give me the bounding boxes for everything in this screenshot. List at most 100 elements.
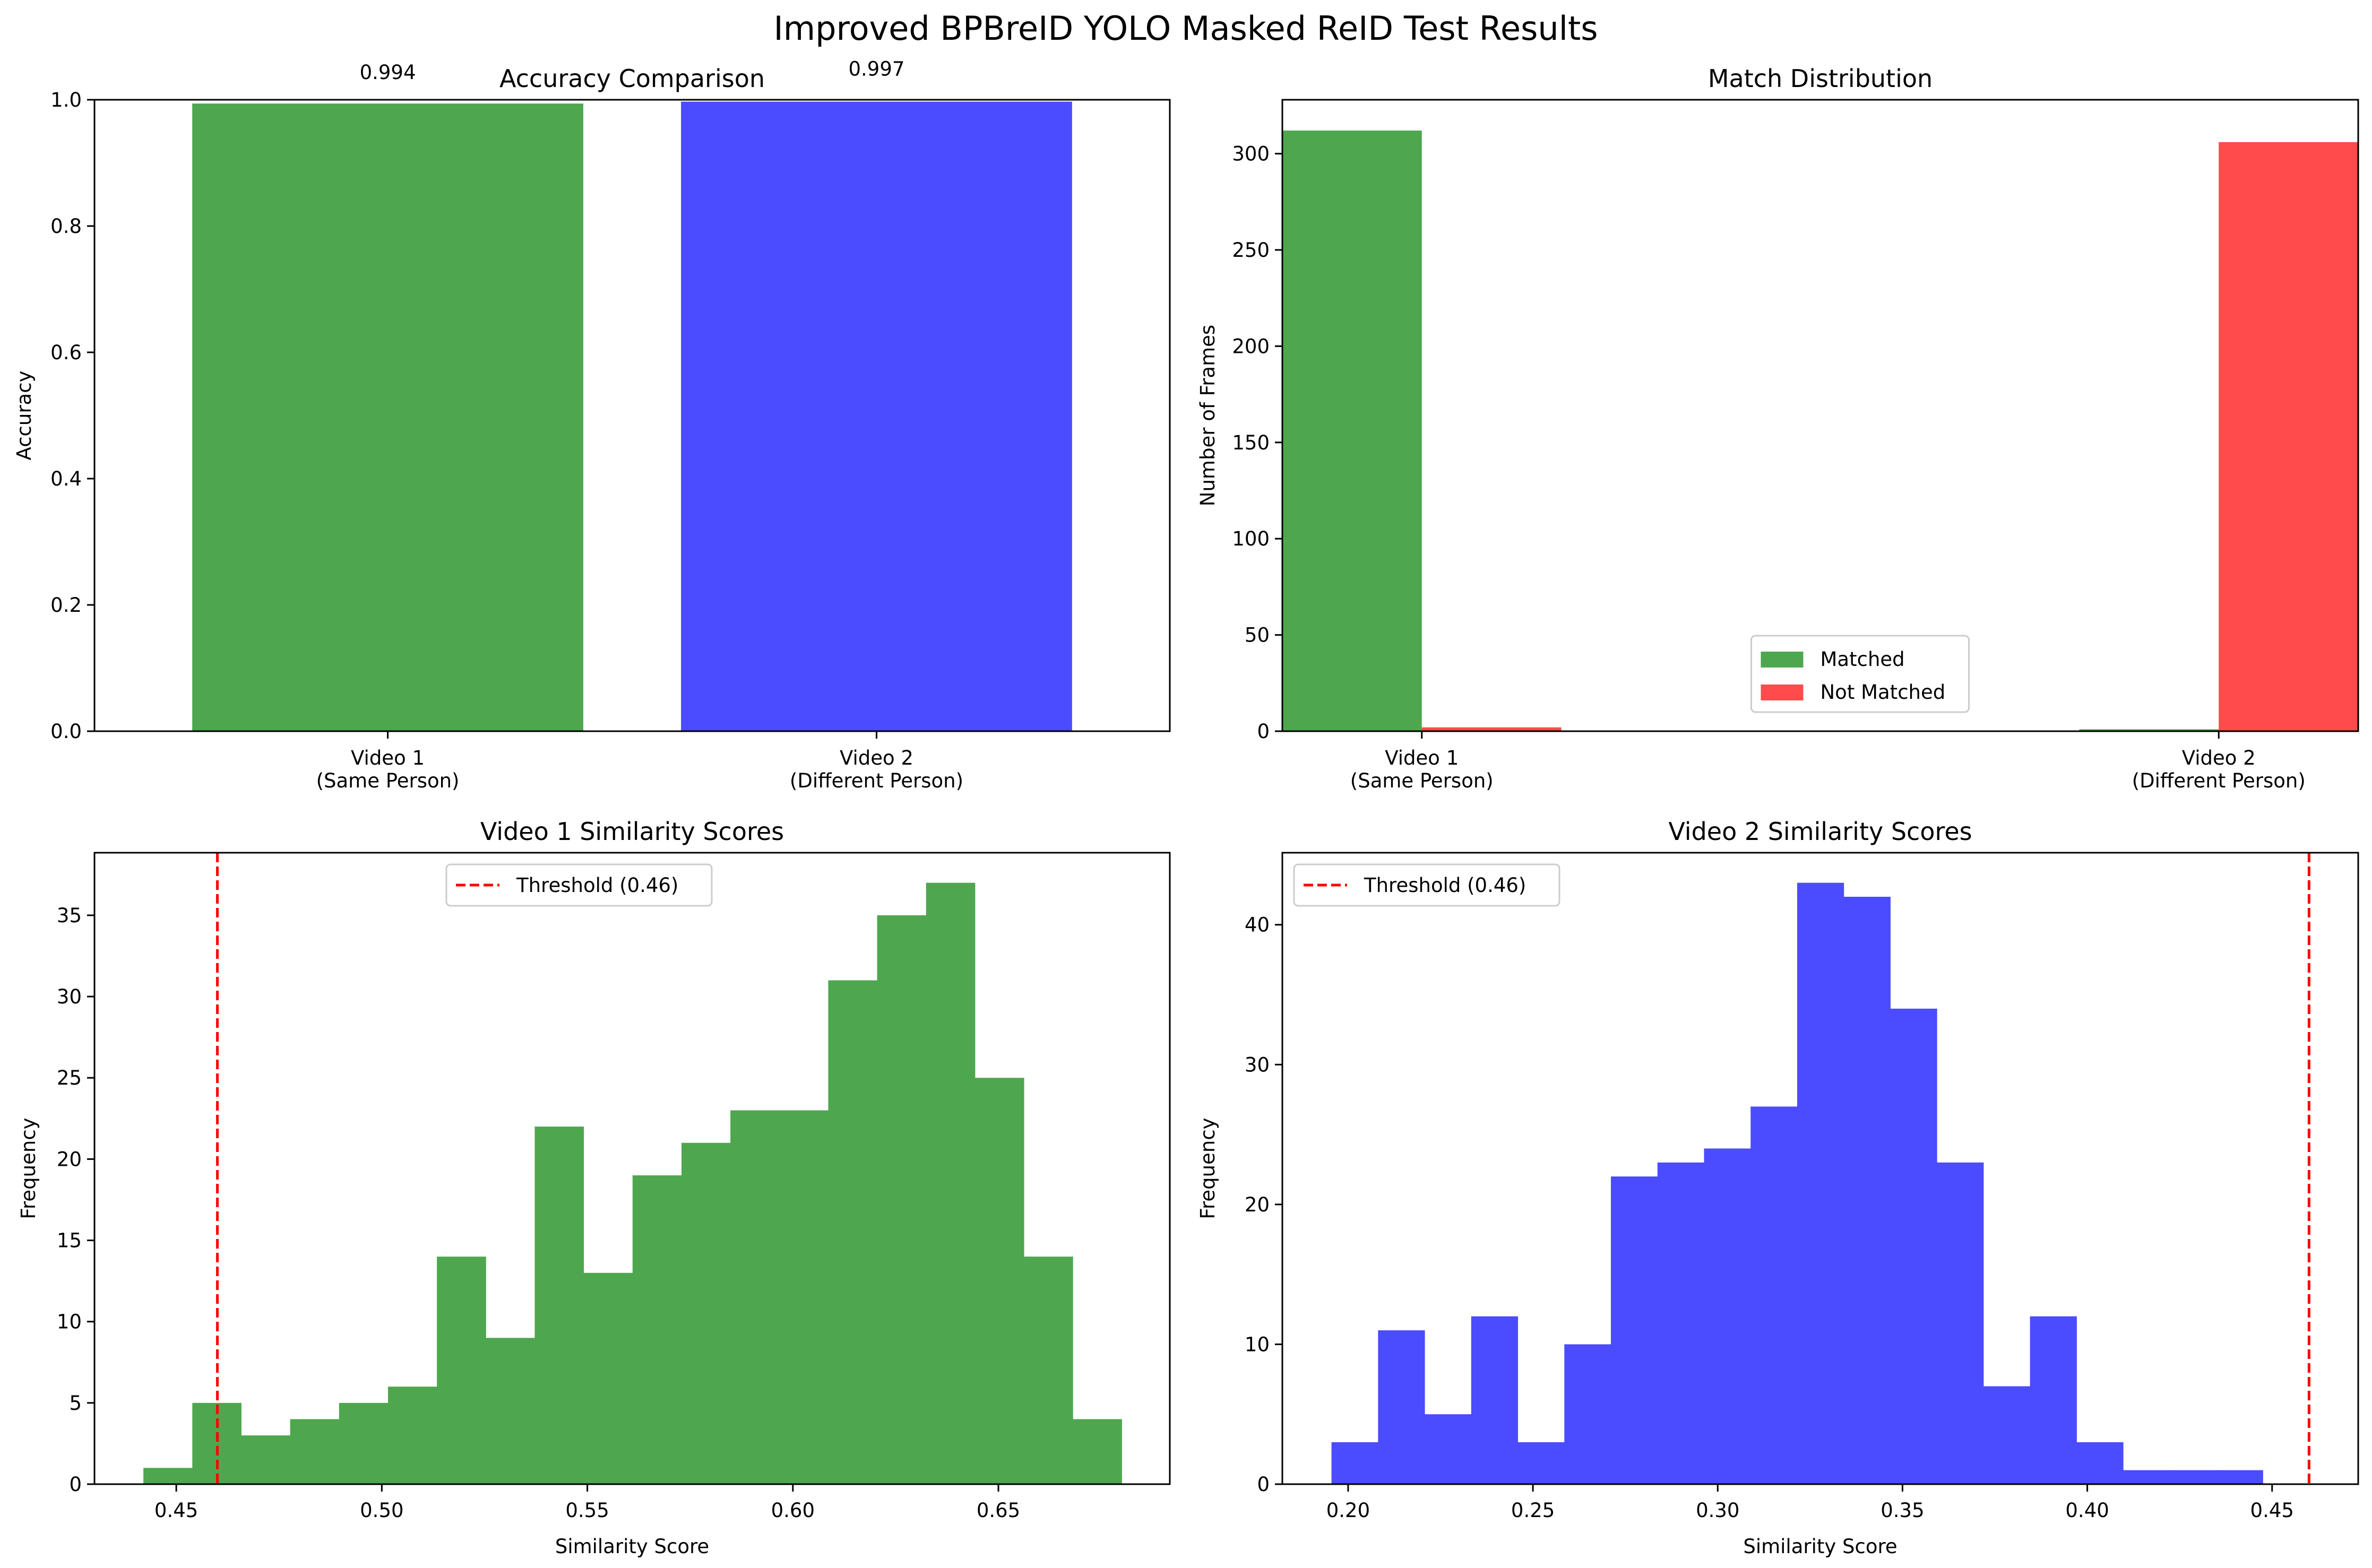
c3-xtick-label: 0.35 <box>1881 1499 1924 1522</box>
chart-4: 0 10 20 30 40 0.20 0.25 0.30 0.35 0.40 0.45 Video 2… <box>1196 817 2359 1558</box>
histogram-bin <box>1704 1148 1751 1484</box>
histogram-bin <box>828 980 878 1484</box>
c1-ytick-label: 150 <box>1232 431 1270 454</box>
c1-xtick-label: Video 2 <box>2182 747 2256 769</box>
histogram-bin <box>143 1468 193 1484</box>
c0-xtick-label: Video 2 <box>840 747 913 769</box>
c1-axes-frame <box>1281 99 2359 732</box>
c2-xtick-label: 0.45 <box>154 1499 198 1522</box>
histogram-bin <box>2030 1316 2077 1484</box>
histogram-bin <box>1890 1008 1937 1484</box>
accuracy-bar-value-label: 0.994 <box>360 61 416 84</box>
figure-title: Improved BPBreID YOLO Masked ReID Test R… <box>773 9 1598 48</box>
histogram-bin <box>1471 1316 1519 1484</box>
histogram-bin <box>534 1127 584 1484</box>
c0-ytick-label: 1.0 <box>50 89 82 111</box>
histogram-bin <box>1024 1257 1073 1484</box>
c3-ytick-label: 30 <box>1245 1053 1270 1076</box>
legend-label: Not Matched <box>1821 681 1946 704</box>
legend-swatch <box>1761 685 1804 700</box>
c2-axes-frame <box>93 852 1171 1485</box>
c3-ytick-label: 20 <box>1245 1193 1270 1216</box>
c2-ytick-label: 25 <box>57 1067 82 1089</box>
c0-xtick-label: Video 1 <box>351 747 425 769</box>
histogram-bin <box>1564 1344 1611 1484</box>
histogram-bin <box>632 1175 682 1484</box>
c2-ytick-label: 15 <box>57 1229 82 1252</box>
histogram-bin <box>1425 1414 1472 1484</box>
c0-ytick-label: 0.0 <box>50 720 82 743</box>
c1-title: Match Distribution <box>1708 64 1933 93</box>
matched-bar <box>2079 729 2219 731</box>
histogram-bin <box>974 1078 1024 1484</box>
c3-ytick-label: 40 <box>1245 914 1270 937</box>
c0-axes-frame <box>93 99 1171 732</box>
histogram-bin <box>1657 1162 1705 1484</box>
legend-swatch <box>1761 652 1804 668</box>
histogram-bin <box>1937 1162 1984 1484</box>
match-legend: Matched Not Matched <box>1750 635 1970 713</box>
c2-ytick-label: 10 <box>57 1311 82 1333</box>
histogram-bin <box>779 1110 829 1484</box>
histogram-bin <box>583 1272 633 1484</box>
c2-xtick-label: 0.55 <box>565 1499 609 1522</box>
histogram-bin <box>1378 1330 1425 1484</box>
c0-ytick-label: 0.2 <box>50 594 82 617</box>
histogram-bin <box>1983 1386 2031 1484</box>
c3-ytick-label: 10 <box>1245 1333 1270 1356</box>
c0-ylabel: Accuracy <box>13 371 36 461</box>
histogram-bin <box>2216 1470 2263 1484</box>
c1-ytick-label: 250 <box>1232 239 1270 262</box>
legend-label: Matched <box>1821 648 1905 671</box>
histogram-bin <box>2123 1470 2170 1484</box>
threshold-legend: Threshold (0.46) <box>445 863 713 907</box>
chart-3: 0 5 10 15 20 25 30 35 0.45 0.50 0.55 0.60 0.65 Video … <box>17 817 1171 1558</box>
histogram-bin <box>387 1387 437 1484</box>
c3-title: Video 2 Similarity Scores <box>1668 817 1972 846</box>
histogram-bin <box>1797 882 1844 1484</box>
c2-ytick-label: 0 <box>69 1473 82 1496</box>
legend-box <box>445 863 713 907</box>
histogram-bin <box>1611 1176 1658 1484</box>
histogram-bin <box>730 1110 780 1484</box>
histogram-bin <box>1073 1419 1122 1484</box>
histogram-bin <box>1517 1442 1565 1484</box>
c1-xtick-label: (Same Person) <box>1350 769 1494 792</box>
chart-2: 0 50 100 150 200 250 300 Video 1(Same Person) Vi… <box>1196 64 2359 792</box>
legend-box <box>1293 863 1560 907</box>
c2-xtick-label: 0.65 <box>977 1499 1020 1522</box>
c1-ytick-label: 100 <box>1232 527 1270 550</box>
legend-label: Threshold (0.46) <box>516 874 678 897</box>
c1-ylabel: Number of Frames <box>1196 325 1219 506</box>
c3-ytick-label: 0 <box>1257 1473 1270 1496</box>
histogram-bin <box>1843 897 1891 1484</box>
not-matched-bar <box>1421 727 1562 731</box>
histogram-bin <box>192 1402 241 1484</box>
c0-title: Accuracy Comparison <box>499 64 765 93</box>
histogram-bin <box>290 1419 340 1484</box>
c0-ytick-label: 0.8 <box>50 215 82 238</box>
c1-ytick-label: 200 <box>1232 335 1270 358</box>
legend-label: Threshold (0.46) <box>1364 874 1526 897</box>
histogram-bin <box>877 915 927 1484</box>
c3-xlabel: Similarity Score <box>1743 1535 1897 1558</box>
c3-xtick-label: 0.25 <box>1511 1499 1555 1522</box>
c2-ytick-label: 30 <box>57 985 82 1008</box>
histogram-bin <box>681 1142 731 1484</box>
c3-xtick-label: 0.30 <box>1696 1499 1739 1522</box>
matched-bar <box>1282 131 1422 731</box>
c1-xtick-label: Video 1 <box>1385 747 1459 769</box>
legend-box <box>1750 635 1970 713</box>
histogram-bin <box>1331 1442 1378 1484</box>
c0-ytick-label: 0.4 <box>50 467 82 490</box>
c2-ylabel: Frequency <box>17 1117 40 1219</box>
accuracy-bar <box>681 101 1072 731</box>
c2-ytick-label: 35 <box>57 904 82 927</box>
c3-xtick-label: 0.40 <box>2065 1499 2109 1522</box>
accuracy-bar-value-label: 0.997 <box>848 58 904 81</box>
c1-ytick-label: 0 <box>1257 720 1270 743</box>
histogram-bin <box>2169 1470 2217 1484</box>
c3-xtick-label: 0.20 <box>1326 1499 1370 1522</box>
histogram-bin <box>437 1257 486 1484</box>
